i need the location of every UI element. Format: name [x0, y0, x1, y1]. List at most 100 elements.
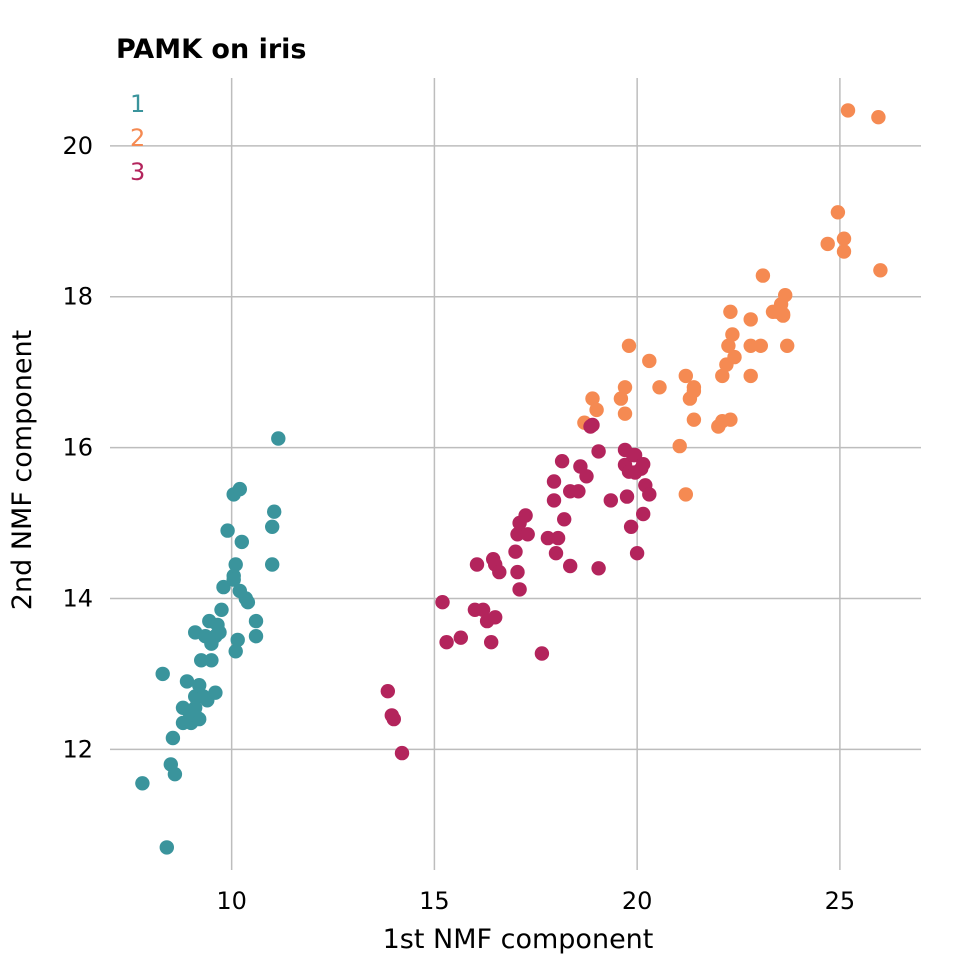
data-point-series-2 [672, 438, 687, 454]
data-point-series-2 [780, 338, 795, 353]
data-point-series-2 [830, 205, 846, 220]
data-point-series-1 [214, 602, 229, 617]
data-point-series-3 [636, 506, 651, 522]
data-point-series-1 [192, 678, 207, 693]
data-point-series-2 [617, 380, 633, 395]
data-point-series-2 [642, 353, 657, 369]
data-point-series-1 [267, 504, 282, 519]
data-point-series-2 [721, 338, 736, 353]
data-point-series-3 [484, 635, 499, 650]
data-point-series-2 [873, 263, 888, 278]
data-point-series-1 [167, 767, 183, 782]
y-tick-label: 14 [62, 584, 93, 612]
data-point-series-3 [488, 610, 503, 625]
data-point-series-1 [228, 557, 243, 572]
data-point-series-2 [778, 288, 793, 303]
data-point-series-3 [508, 544, 523, 559]
y-tick-label: 18 [62, 283, 93, 311]
data-point-series-3 [475, 602, 491, 617]
data-point-series-1 [204, 653, 219, 668]
data-point-series-3 [554, 454, 570, 469]
data-point-series-3 [585, 417, 600, 433]
data-points [135, 103, 888, 855]
data-point-series-2 [715, 368, 730, 384]
data-point-series-3 [591, 561, 606, 576]
data-point-series-2 [678, 487, 693, 502]
x-tick-label: 15 [419, 887, 450, 915]
data-point-series-2 [743, 312, 758, 327]
data-point-series-3 [534, 646, 550, 661]
legend-entry-3: 3 [130, 158, 145, 186]
data-point-series-2 [836, 244, 852, 259]
data-point-series-1 [135, 776, 150, 791]
data-point-series-3 [520, 527, 535, 542]
data-point-series-3 [512, 582, 527, 597]
data-point-series-3 [510, 527, 525, 542]
data-point-series-3 [540, 530, 556, 546]
data-point-series-2 [652, 380, 667, 395]
data-point-series-1 [192, 711, 207, 727]
data-point-series-3 [492, 564, 507, 580]
data-point-series-2 [753, 338, 768, 353]
data-point-series-1 [216, 579, 231, 595]
data-point-series-1 [265, 557, 280, 572]
x-axis-title: 1st NMF component [383, 924, 654, 955]
data-point-series-3 [557, 512, 572, 527]
data-point-series-1 [232, 481, 247, 497]
data-point-series-1 [188, 700, 203, 715]
y-tick-label: 20 [62, 132, 93, 160]
y-tick-label: 12 [62, 735, 93, 763]
data-point-series-3 [579, 469, 594, 484]
data-point-series-3 [548, 546, 564, 561]
legend: 1 2 3 [130, 90, 145, 186]
data-point-series-2 [775, 306, 791, 322]
data-point-series-1 [230, 632, 245, 648]
data-point-series-3 [469, 557, 485, 572]
data-point-series-2 [723, 412, 738, 427]
data-point-series-2 [727, 349, 742, 365]
data-point-series-3 [546, 474, 562, 489]
y-axis-title: 2nd NMF component [7, 330, 38, 610]
data-point-series-3 [629, 546, 645, 561]
data-point-series-1 [159, 840, 174, 855]
data-point-series-3 [518, 508, 533, 523]
data-point-series-3 [563, 558, 578, 574]
data-point-series-3 [380, 684, 395, 699]
data-point-series-1 [220, 523, 235, 538]
data-point-series-3 [619, 489, 635, 504]
data-point-series-3 [394, 745, 410, 761]
x-tick-label: 20 [622, 887, 653, 915]
data-point-series-3 [546, 493, 562, 508]
legend-entry-1: 1 [130, 90, 145, 118]
axis-ticks: 10 15 20 25 12 14 16 18 20 [62, 132, 855, 915]
data-point-series-2 [871, 110, 886, 125]
data-point-series-1 [265, 519, 280, 534]
data-point-series-1 [208, 685, 223, 700]
y-tick-label: 16 [62, 434, 93, 462]
data-point-series-3 [550, 530, 566, 546]
data-point-series-1 [155, 666, 170, 682]
data-point-series-1 [194, 653, 209, 668]
data-point-series-2 [613, 391, 629, 406]
data-point-series-2 [589, 402, 604, 418]
grid [110, 78, 921, 870]
x-tick-label: 10 [216, 887, 247, 915]
data-point-series-2 [621, 338, 637, 353]
data-point-series-2 [678, 368, 693, 384]
data-point-series-1 [179, 674, 195, 689]
data-point-series-2 [585, 391, 600, 406]
data-point-series-2 [755, 268, 771, 283]
data-point-series-1 [210, 617, 225, 633]
data-point-series-1 [234, 534, 249, 550]
data-point-series-2 [686, 412, 702, 427]
chart-title: PAMK on iris [116, 34, 306, 65]
data-point-series-1 [271, 431, 286, 446]
data-point-series-3 [591, 444, 606, 459]
data-point-series-3 [623, 519, 639, 534]
data-point-series-2 [820, 236, 835, 252]
data-point-series-3 [439, 635, 454, 650]
data-point-series-1 [226, 572, 241, 587]
data-point-series-2 [836, 231, 852, 246]
x-tick-label: 25 [825, 887, 856, 915]
data-point-series-1 [240, 595, 256, 610]
